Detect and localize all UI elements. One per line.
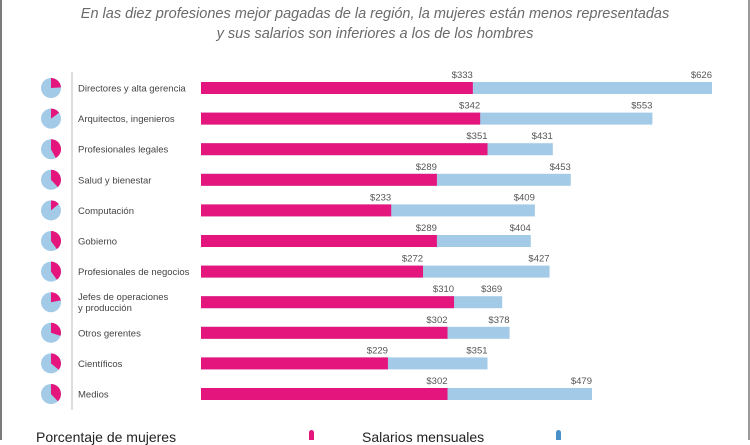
category-label: Directores y alta gerencia xyxy=(78,84,186,95)
women-share-pie-slice xyxy=(51,139,61,158)
women-salary-bar xyxy=(201,388,448,400)
women-salary-bar xyxy=(201,357,388,370)
women-share-pie-slice xyxy=(51,78,61,88)
men-value-label: $453 xyxy=(550,162,571,173)
women-value-label: $289 xyxy=(416,162,437,173)
men-value-label: $479 xyxy=(571,376,592,387)
category-label: Científicos xyxy=(78,359,123,370)
category-label: Jefes de operaciones xyxy=(78,292,169,303)
women-salary-bar xyxy=(201,82,473,94)
legend-monthly-salaries: Salarios mensuales xyxy=(362,429,485,445)
women-value-label: $272 xyxy=(402,254,423,265)
category-label: Gobierno xyxy=(78,237,117,248)
women-value-label: $289 xyxy=(416,223,437,234)
women-value-label: $229 xyxy=(367,345,388,356)
women-value-label: $342 xyxy=(459,101,480,112)
women-salary-bar xyxy=(201,296,455,309)
women-share-pie-slice xyxy=(51,322,61,336)
category-label: Otros gerentes xyxy=(78,328,141,339)
category-label: Profesionales legales xyxy=(78,145,169,156)
category-label: Medios xyxy=(78,390,109,401)
legend-women-percent: Porcentaje de mujeres xyxy=(36,429,177,445)
men-value-label: $378 xyxy=(488,315,509,326)
man-icon xyxy=(556,430,561,440)
women-salary-bar xyxy=(201,143,488,156)
women-salary-bar xyxy=(201,265,424,278)
women-salary-bar xyxy=(201,326,448,339)
women-share-pie-slice xyxy=(51,384,62,402)
subtitle-line-2: y sus salarios son inferiores a los de l… xyxy=(216,26,534,42)
men-value-label: $431 xyxy=(532,131,553,142)
left-border xyxy=(0,0,2,440)
women-salary-bar xyxy=(201,235,437,247)
women-share-pie-slice xyxy=(51,353,62,370)
woman-icon xyxy=(309,430,314,440)
men-value-label: $427 xyxy=(528,254,549,265)
category-label: y producción xyxy=(78,303,132,314)
women-value-label: $310 xyxy=(433,284,454,295)
category-label: Computación xyxy=(78,206,134,217)
women-salary-bar xyxy=(201,204,392,217)
men-value-label: $351 xyxy=(466,345,487,356)
category-label: Profesionales de negocios xyxy=(78,267,190,278)
women-value-label: $351 xyxy=(466,131,487,142)
men-value-label: $553 xyxy=(631,101,652,112)
women-value-label: $233 xyxy=(370,192,391,203)
women-value-label: $302 xyxy=(426,315,447,326)
women-value-label: $333 xyxy=(452,70,473,81)
right-border xyxy=(748,0,750,440)
men-value-label: $409 xyxy=(514,192,535,203)
women-share-pie-slice xyxy=(51,261,62,280)
women-share-pie-slice xyxy=(51,200,59,211)
women-share-pie-slice xyxy=(51,292,61,303)
men-value-label: $626 xyxy=(691,70,712,81)
category-label: Arquitectos, ingenieros xyxy=(78,114,175,125)
men-value-label: $369 xyxy=(481,284,502,295)
women-salary-bar xyxy=(201,112,481,125)
women-salary-bar xyxy=(201,173,437,186)
men-value-label: $404 xyxy=(510,223,531,234)
women-share-pie-slice xyxy=(51,108,60,119)
category-label: Salud y bienestar xyxy=(78,175,151,186)
women-share-pie-slice xyxy=(51,169,62,188)
women-share-pie-slice xyxy=(51,231,62,250)
subtitle-line-1: En las diez profesiones mejor pagadas de… xyxy=(80,6,670,22)
women-value-label: $302 xyxy=(426,376,447,387)
